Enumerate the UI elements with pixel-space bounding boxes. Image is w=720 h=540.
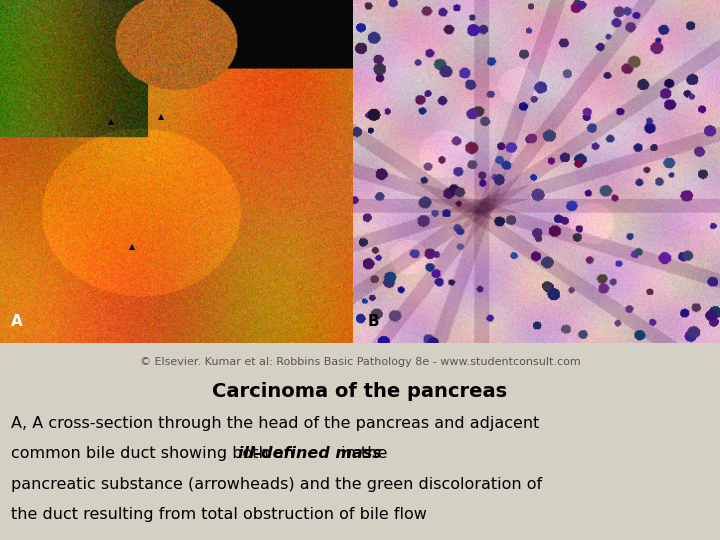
Text: Carcinoma of the pancreas: Carcinoma of the pancreas (212, 382, 508, 401)
Text: A, A cross-section through the head of the pancreas and adjacent: A, A cross-section through the head of t… (11, 416, 539, 431)
Text: B: B (367, 314, 379, 329)
Text: © Elsevier. Kumar et al: Robbins Basic Pathology 8e - www.studentconsult.com: © Elsevier. Kumar et al: Robbins Basic P… (140, 357, 580, 367)
Text: A: A (11, 314, 22, 329)
Text: pancreatic substance (arrowheads) and the green discoloration of: pancreatic substance (arrowheads) and th… (11, 477, 542, 492)
Text: ill-defined mass: ill-defined mass (238, 447, 382, 461)
Text: common bile duct showing both an: common bile duct showing both an (11, 447, 299, 461)
Text: the duct resulting from total obstruction of bile flow: the duct resulting from total obstructio… (11, 508, 427, 523)
Text: in the: in the (336, 447, 387, 461)
